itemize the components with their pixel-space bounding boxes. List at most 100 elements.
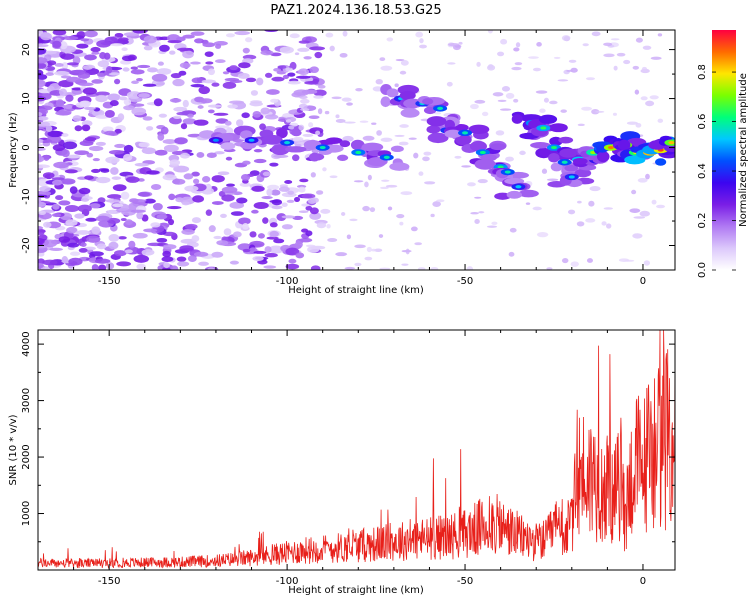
ridge-blob bbox=[426, 125, 441, 134]
noise-speckle bbox=[508, 251, 515, 257]
noise-speckle bbox=[42, 239, 58, 248]
noise-speckle bbox=[38, 44, 49, 48]
noise-speckle bbox=[104, 130, 117, 136]
noise-speckle bbox=[371, 248, 377, 252]
ridge-blob bbox=[285, 146, 307, 153]
noise-speckle bbox=[78, 248, 88, 253]
ridge-blob bbox=[676, 147, 689, 155]
ridge-peak bbox=[668, 141, 675, 145]
snr-frame bbox=[37, 329, 676, 571]
colorbar-tick-label: 0.0 bbox=[697, 262, 708, 278]
noise-speckle bbox=[55, 195, 64, 201]
ridge-blob bbox=[574, 168, 592, 178]
noise-speckle bbox=[264, 246, 272, 253]
noise-speckle bbox=[108, 149, 125, 155]
noise-speckle bbox=[229, 260, 239, 265]
noise-speckle bbox=[378, 234, 384, 238]
noise-speckle bbox=[137, 192, 151, 197]
noise-speckle bbox=[47, 130, 63, 138]
noise-speckle bbox=[38, 197, 42, 203]
noise-speckle bbox=[211, 175, 225, 183]
noise-speckle bbox=[643, 260, 651, 266]
noise-speckle bbox=[191, 171, 200, 177]
noise-speckle bbox=[84, 175, 94, 180]
noise-speckle bbox=[61, 133, 69, 137]
noise-speckle bbox=[125, 176, 140, 183]
noise-speckle bbox=[223, 228, 232, 236]
noise-speckle bbox=[298, 68, 310, 76]
ridge-blob bbox=[276, 127, 288, 139]
noise-speckle bbox=[317, 84, 326, 89]
noise-speckle bbox=[53, 71, 70, 76]
noise-speckle bbox=[108, 241, 119, 250]
noise-speckle bbox=[301, 89, 318, 95]
noise-speckle bbox=[84, 54, 97, 61]
noise-speckle bbox=[234, 30, 251, 36]
noise-speckle bbox=[309, 207, 319, 215]
noise-speckle bbox=[327, 238, 338, 243]
noise-speckle bbox=[260, 107, 271, 115]
noise-speckle bbox=[261, 195, 273, 200]
noise-speckle bbox=[167, 40, 182, 44]
noise-speckle bbox=[38, 262, 44, 269]
noise-speckle bbox=[320, 208, 331, 214]
snr-y-ticks: 1000 2000 3000 4000 bbox=[21, 331, 675, 543]
noise-speckle bbox=[46, 60, 57, 66]
noise-speckle bbox=[138, 93, 150, 98]
ridge-peak bbox=[355, 150, 362, 155]
noise-speckle bbox=[576, 221, 585, 227]
noise-speckle bbox=[55, 99, 65, 108]
noise-speckle bbox=[38, 231, 45, 236]
noise-speckle bbox=[173, 106, 188, 112]
noise-speckle bbox=[269, 222, 278, 228]
noise-speckle bbox=[262, 217, 269, 224]
noise-speckle bbox=[639, 210, 650, 217]
noise-speckle bbox=[645, 100, 655, 107]
noise-speckle bbox=[380, 186, 389, 190]
spectrogram-y-axis-label: Frequency (Hz) bbox=[8, 112, 19, 188]
noise-speckle bbox=[288, 125, 295, 130]
noise-speckle bbox=[64, 204, 80, 213]
spectrogram-x-tick-label: -150 bbox=[98, 276, 121, 287]
noise-speckle bbox=[38, 226, 44, 230]
noise-speckle bbox=[418, 171, 424, 176]
noise-speckle bbox=[121, 47, 128, 52]
noise-speckle bbox=[38, 178, 50, 187]
noise-speckle bbox=[38, 201, 47, 208]
noise-speckle bbox=[192, 195, 205, 203]
noise-speckle bbox=[84, 136, 97, 142]
noise-speckle bbox=[74, 125, 83, 132]
noise-speckle bbox=[80, 197, 90, 202]
ridge-blob bbox=[261, 134, 283, 145]
noise-speckle bbox=[118, 96, 128, 101]
noise-speckle bbox=[134, 162, 150, 167]
noise-speckle bbox=[69, 186, 78, 194]
noise-speckle bbox=[612, 112, 617, 116]
ridge-blob bbox=[489, 143, 506, 151]
noise-speckle bbox=[157, 133, 165, 141]
noise-speckle bbox=[632, 65, 639, 70]
spectrogram-y-ticks: -20 -10 0 10 20 bbox=[21, 43, 675, 271]
noise-speckle bbox=[52, 203, 60, 210]
noise-speckle bbox=[109, 100, 119, 107]
noise-speckle bbox=[278, 186, 290, 192]
noise-speckle bbox=[162, 267, 171, 270]
noise-speckle bbox=[514, 62, 523, 66]
noise-speckle bbox=[97, 197, 106, 204]
noise-speckle bbox=[82, 65, 93, 70]
ridge-blob bbox=[538, 114, 558, 124]
noise-speckle bbox=[156, 68, 172, 75]
noise-speckle bbox=[153, 98, 163, 107]
noise-speckle bbox=[477, 179, 488, 184]
noise-speckle bbox=[634, 89, 640, 95]
noise-speckle bbox=[286, 199, 295, 203]
noise-speckle bbox=[488, 64, 494, 69]
ridge-peak bbox=[437, 106, 444, 110]
noise-speckle bbox=[38, 190, 51, 196]
noise-speckle bbox=[513, 47, 520, 52]
ridge-peak bbox=[551, 145, 558, 150]
ridge-blob bbox=[309, 152, 320, 162]
noise-speckle bbox=[43, 154, 50, 161]
noise-speckle bbox=[386, 37, 394, 42]
noise-speckle bbox=[114, 143, 126, 149]
